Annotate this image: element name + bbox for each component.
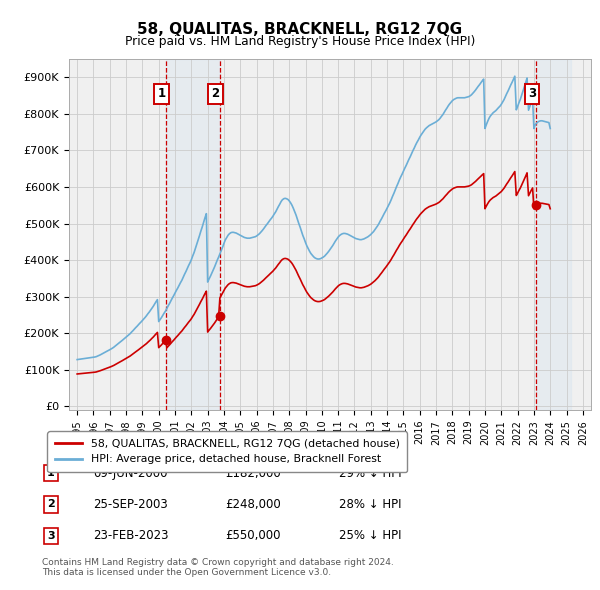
Text: £248,000: £248,000 [225,498,281,511]
Text: 58, QUALITAS, BRACKNELL, RG12 7QG: 58, QUALITAS, BRACKNELL, RG12 7QG [137,22,463,37]
Legend: 58, QUALITAS, BRACKNELL, RG12 7QG (detached house), HPI: Average price, detached: 58, QUALITAS, BRACKNELL, RG12 7QG (detac… [47,431,407,472]
Text: 2: 2 [211,87,220,100]
Text: 23-FEB-2023: 23-FEB-2023 [93,529,169,542]
Text: 09-JUN-2000: 09-JUN-2000 [93,467,167,480]
Text: 3: 3 [47,531,55,540]
Text: 25-SEP-2003: 25-SEP-2003 [93,498,168,511]
Text: Contains HM Land Registry data © Crown copyright and database right 2024.
This d: Contains HM Land Registry data © Crown c… [42,558,394,577]
Bar [536,59,571,410]
Text: 29% ↓ HPI: 29% ↓ HPI [339,467,401,480]
Text: 1: 1 [158,87,166,100]
Text: 2: 2 [47,500,55,509]
Text: 3: 3 [528,87,536,100]
Text: 1: 1 [47,468,55,478]
Text: 28% ↓ HPI: 28% ↓ HPI [339,498,401,511]
Text: 25% ↓ HPI: 25% ↓ HPI [339,529,401,542]
Bar [166,59,220,410]
Text: £550,000: £550,000 [225,529,281,542]
Text: Price paid vs. HM Land Registry's House Price Index (HPI): Price paid vs. HM Land Registry's House … [125,35,475,48]
Text: £182,000: £182,000 [225,467,281,480]
